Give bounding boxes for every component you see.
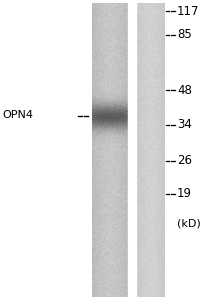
Text: 19: 19 xyxy=(177,187,192,200)
Text: 26: 26 xyxy=(177,154,192,167)
Text: 48: 48 xyxy=(177,83,192,97)
Text: 117: 117 xyxy=(177,5,200,18)
Text: (kD): (kD) xyxy=(177,218,201,229)
Text: 34: 34 xyxy=(177,118,192,131)
Text: OPN4: OPN4 xyxy=(2,110,33,121)
Text: 85: 85 xyxy=(177,28,192,41)
